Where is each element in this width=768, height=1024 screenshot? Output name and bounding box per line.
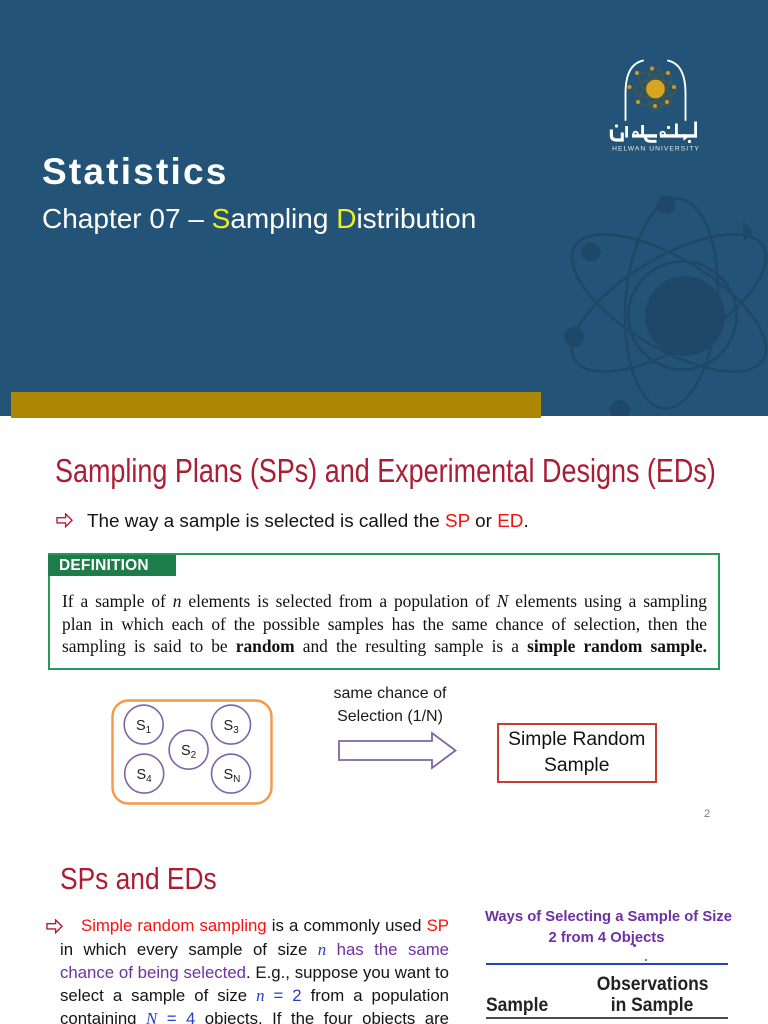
svg-text:HELWAN UNIVERSITY: HELWAN UNIVERSITY bbox=[612, 146, 700, 153]
